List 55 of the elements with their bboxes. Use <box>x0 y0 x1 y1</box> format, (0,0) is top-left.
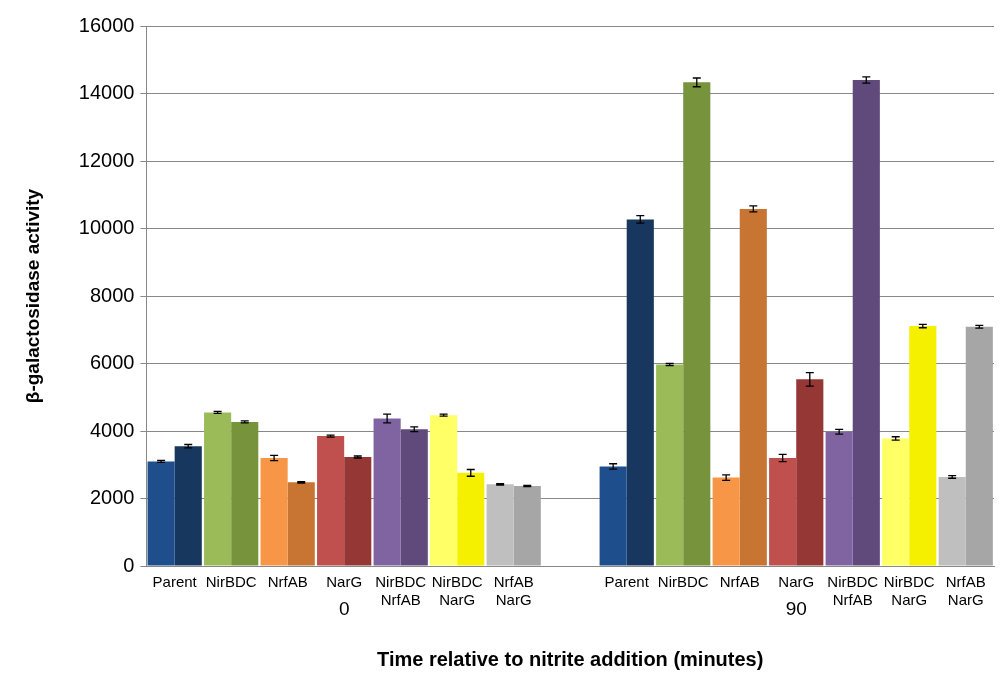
bar <box>683 82 711 566</box>
x-tick-label: NarG <box>326 573 363 591</box>
bar <box>626 219 654 566</box>
bar <box>457 472 485 566</box>
x-tick-label: NirBDC NrfAB <box>827 573 879 609</box>
bar <box>400 429 428 566</box>
bar <box>882 438 910 566</box>
x-tick-label: NrfAB <box>267 573 308 591</box>
x-tick-label: Parent <box>604 573 650 591</box>
y-tick-label: 4000 <box>89 418 135 441</box>
y-tick-label: 6000 <box>89 351 135 374</box>
x-tick-label: NrfAB NarG <box>945 573 986 609</box>
bar <box>796 379 824 566</box>
bar <box>599 466 627 566</box>
y-tick-label: 10000 <box>78 216 135 239</box>
x-tick-label: NirBDC <box>657 573 709 591</box>
bar <box>938 476 966 566</box>
y-tick-label: 0 <box>123 553 135 576</box>
x-tick-label: NrfAB <box>719 573 760 591</box>
bar <box>430 415 458 566</box>
bar <box>656 364 684 566</box>
bar <box>852 80 880 566</box>
x-tick-label: NirBDC <box>205 573 257 591</box>
y-tick-label: 16000 <box>78 13 135 36</box>
bar <box>231 421 259 566</box>
bar <box>260 458 288 566</box>
text: 90 <box>785 597 807 619</box>
bar <box>825 431 853 566</box>
bar <box>204 412 232 566</box>
text: 0 <box>338 597 350 619</box>
bar <box>769 458 797 566</box>
y-axis-title: β-galactosidase activity <box>21 188 43 404</box>
x-tick-label: NrfAB NarG <box>493 573 534 609</box>
x-tick-label: Parent <box>152 573 198 591</box>
y-tick-label: 12000 <box>78 148 135 171</box>
y-tick-label: 8000 <box>89 283 135 306</box>
bar <box>486 484 514 566</box>
bar <box>739 208 767 566</box>
bar <box>147 461 175 566</box>
bar <box>344 456 372 566</box>
bar <box>909 326 937 566</box>
x-tick-label: NirBDC NarG <box>883 573 935 609</box>
bar <box>712 477 740 566</box>
x-axis-title: Time relative to nitrite addition (minutes) <box>377 647 764 670</box>
bar <box>513 486 541 566</box>
bar <box>965 326 993 566</box>
bar <box>317 436 345 566</box>
bar <box>287 482 315 566</box>
y-tick-label: 14000 <box>78 81 135 104</box>
y-tick-label: 2000 <box>89 486 135 509</box>
x-tick-label: NirBDC NarG <box>431 573 483 609</box>
bar <box>373 418 401 566</box>
x-tick-label: NarG <box>778 573 815 591</box>
x-tick-label: NirBDC NrfAB <box>375 573 427 609</box>
bar <box>174 446 202 566</box>
